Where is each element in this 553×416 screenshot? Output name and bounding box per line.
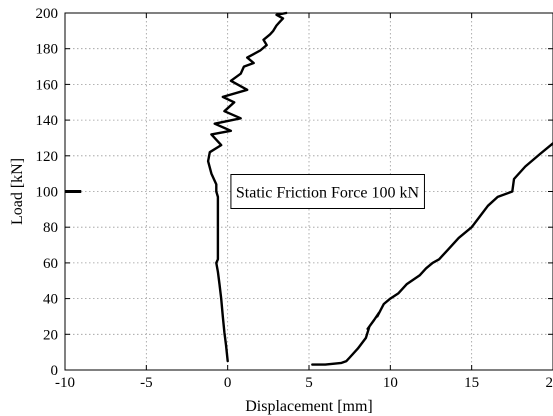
y-tick-label: 200: [36, 6, 59, 22]
load-curve-2: [311, 142, 553, 366]
x-tick-label: 0: [224, 375, 232, 391]
series-layer: [206, 11, 553, 366]
x-tick-label: 20: [546, 375, 553, 391]
y-tick-label: 140: [36, 113, 59, 129]
annotation-text: Static Friction Force 100 kN: [236, 185, 420, 202]
y-tick-label: 180: [36, 42, 59, 58]
y-tick-label: 120: [36, 149, 59, 165]
y-tick-label: 40: [43, 292, 58, 308]
y-tick-label: 80: [43, 220, 58, 236]
x-tick-label: 15: [464, 375, 479, 391]
y-tick-label: 60: [43, 256, 58, 272]
x-tick-label: -5: [140, 375, 153, 391]
y-tick-label: 0: [51, 363, 59, 379]
y-axis-label: Load [kN]: [9, 158, 26, 225]
annotation: Static Friction Force 100 kN: [230, 174, 425, 209]
grid-layer: [65, 13, 553, 370]
x-tick-label: 10: [383, 375, 398, 391]
x-tick-label: 5: [305, 375, 313, 391]
y-tick-label: 160: [36, 77, 59, 93]
y-tick-label: 100: [36, 185, 59, 201]
annotation-box: [230, 174, 425, 209]
y-tick-label: 20: [43, 327, 58, 343]
x-axis-label: Displacement [mm]: [245, 398, 373, 415]
load-curve-1: [206, 11, 288, 363]
tick-layer: -10-505101520020406080100120140160180200: [36, 6, 553, 391]
x-tick-label: -10: [55, 375, 75, 391]
